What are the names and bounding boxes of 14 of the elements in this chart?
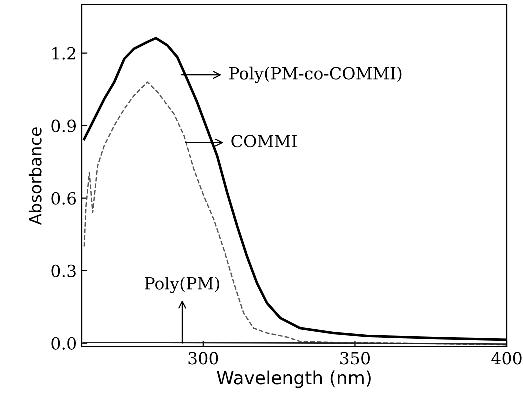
y-tick-label: 0.0: [52, 337, 76, 350]
line-series: [84, 82, 507, 346]
x-tick-label: 400: [492, 352, 522, 365]
y-tick-label: 1.2: [52, 47, 76, 60]
x-axis-title: Wavelength (nm): [217, 370, 371, 388]
annotation: COMMI: [232, 135, 297, 148]
y-tick-label: 0.9: [52, 120, 76, 132]
y-axis-title: Absorbance: [28, 128, 42, 226]
x-tick-label: 300: [188, 352, 218, 365]
annotation: Poly(PM-co-COMMI): [230, 66, 402, 84]
y-tick-label: 0.6: [52, 192, 76, 205]
y-tick-label: 0.3: [52, 264, 76, 278]
x-tick-label: 350: [340, 352, 370, 365]
annotation: Poly(PM): [145, 277, 220, 294]
